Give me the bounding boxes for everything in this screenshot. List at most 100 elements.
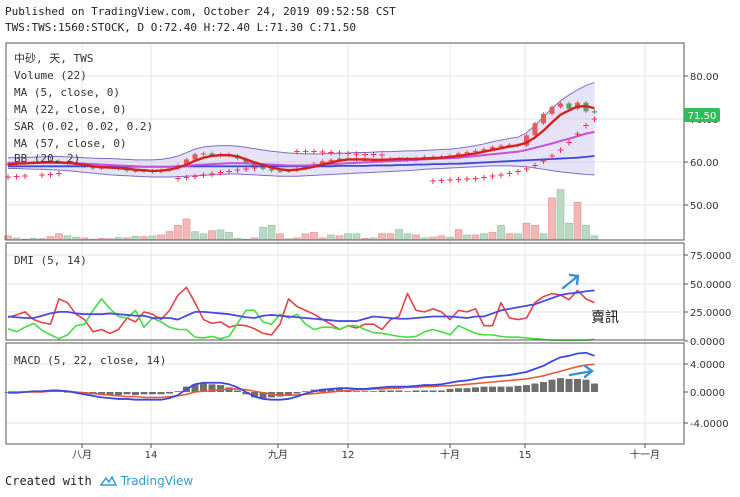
sar-point: + bbox=[497, 171, 505, 181]
macd-histogram-bar bbox=[540, 381, 547, 392]
volume-bar bbox=[582, 225, 590, 241]
sar-point: + bbox=[438, 176, 446, 186]
candle-body bbox=[456, 153, 461, 156]
legend-bb: BB (20, 2) bbox=[14, 152, 80, 165]
dmi-minus-line bbox=[7, 298, 595, 342]
volume-bar bbox=[573, 201, 582, 241]
sar-point: + bbox=[293, 148, 301, 158]
bollinger-lower-line bbox=[8, 165, 595, 178]
dmi-plus-line bbox=[7, 286, 595, 336]
legend-volume: Volume (22) bbox=[14, 69, 87, 82]
sar-point: + bbox=[310, 148, 318, 158]
candle-body bbox=[337, 158, 342, 160]
volume-bar bbox=[480, 233, 488, 241]
sar-point: + bbox=[217, 168, 225, 178]
candle-body bbox=[184, 159, 189, 166]
volume-bar bbox=[157, 234, 165, 241]
volume-bar bbox=[267, 225, 276, 241]
macd-histogram-bar bbox=[140, 392, 148, 395]
sar-point: + bbox=[47, 170, 55, 180]
macd-histogram-bar bbox=[149, 392, 156, 395]
chart-svg[interactable]: + + + + + + + + + + + + + + + ++ + + + + + + + + + ++ + + + + + + + + + + + +… bbox=[0, 0, 740, 470]
created-with-label: Created with bbox=[5, 474, 92, 488]
macd-histogram-bar bbox=[132, 392, 139, 396]
macd-histogram-bar bbox=[242, 392, 250, 395]
volume-bar bbox=[259, 227, 267, 241]
volume-bar bbox=[131, 235, 140, 241]
volume-bar bbox=[174, 225, 182, 241]
macd-histogram-bar bbox=[208, 384, 216, 392]
price-pane-frame bbox=[5, 42, 685, 241]
volume-bar bbox=[548, 197, 556, 241]
macd-histogram-bar bbox=[370, 391, 377, 392]
sar-point: + bbox=[327, 149, 335, 159]
last-price-badge: 71.50 bbox=[684, 108, 720, 122]
macd-histogram-bar bbox=[285, 392, 292, 396]
dmi-tick-label: 50.0000 bbox=[690, 280, 731, 291]
pane-frames bbox=[5, 42, 685, 445]
sar-point: + bbox=[21, 172, 29, 182]
macd-histogram-bar bbox=[412, 390, 420, 392]
sar-point: + bbox=[361, 150, 369, 160]
sar-point: + bbox=[208, 170, 216, 180]
macd-histogram-bar bbox=[582, 379, 590, 392]
tradingview-logo[interactable]: TradingView bbox=[98, 474, 193, 488]
last-price-label: 71.50 bbox=[688, 111, 717, 122]
volume-bar bbox=[310, 232, 318, 241]
candle-body bbox=[566, 103, 572, 109]
legend-title: 中砂, 天, TWS bbox=[14, 52, 93, 65]
macd-histogram-bar bbox=[353, 391, 360, 392]
macd-lines bbox=[8, 351, 595, 401]
sar-point: + bbox=[225, 167, 233, 177]
sar-point: + bbox=[183, 173, 191, 183]
candle-body bbox=[498, 145, 504, 147]
macd-tick-label: 0.0000 bbox=[690, 388, 725, 399]
candle-body bbox=[592, 111, 597, 113]
volume-bar bbox=[412, 234, 420, 241]
macd-histogram-bar bbox=[463, 388, 471, 392]
macd-histogram-bar bbox=[472, 387, 479, 392]
volume-bar bbox=[565, 222, 573, 241]
x-axis-label: 九月 bbox=[268, 449, 288, 461]
sar-point: + bbox=[200, 171, 208, 181]
signal-arrows bbox=[561, 273, 594, 379]
volume-bar bbox=[301, 233, 310, 241]
macd-histogram-bar bbox=[191, 384, 199, 392]
sar-point: + bbox=[565, 139, 573, 149]
legend-ma22: MA (22, close, 0) bbox=[14, 103, 127, 116]
price-tick-label: 60.00 bbox=[690, 158, 719, 169]
macd-histogram-bar bbox=[429, 390, 437, 392]
volume-bar bbox=[208, 230, 216, 241]
candle-body bbox=[320, 161, 325, 164]
macd-histogram-bar bbox=[64, 392, 71, 393]
macd-pane-frame bbox=[5, 342, 685, 445]
bollinger-upper-line bbox=[8, 81, 595, 161]
sar-point: + bbox=[582, 121, 590, 131]
sar-point: + bbox=[463, 175, 471, 185]
macd-histogram-bar bbox=[438, 390, 445, 392]
candle-body bbox=[277, 170, 283, 172]
sar-point: + bbox=[514, 167, 522, 177]
volume-bar bbox=[276, 233, 284, 241]
macd-histogram-bar bbox=[361, 391, 369, 392]
sar-point: + bbox=[480, 173, 488, 183]
x-axis-label: 十一月 bbox=[630, 448, 660, 461]
sar-point: + bbox=[540, 157, 548, 167]
volume-bar bbox=[344, 233, 352, 241]
sar-point: + bbox=[523, 165, 531, 175]
candle-body bbox=[209, 153, 215, 156]
volume-bar bbox=[182, 218, 191, 241]
macd-histogram-bar bbox=[259, 392, 267, 399]
macd-histogram-bar bbox=[157, 392, 165, 395]
legend-ma57: MA (57, close, 0) bbox=[14, 137, 127, 150]
legend-dmi: DMI (5, 14) bbox=[14, 254, 87, 267]
tradingview-cloud-icon bbox=[99, 475, 117, 486]
macd-histogram-bar bbox=[123, 392, 131, 395]
volume-bar bbox=[55, 233, 63, 241]
candle-body bbox=[192, 154, 198, 160]
sar-point: + bbox=[191, 173, 199, 183]
macd-histogram-bar bbox=[591, 383, 598, 392]
legend-sar: SAR (0.02, 0.02, 0.2) bbox=[14, 120, 153, 133]
volume-bar bbox=[335, 235, 344, 241]
footer: Created with TradingView bbox=[5, 474, 193, 488]
